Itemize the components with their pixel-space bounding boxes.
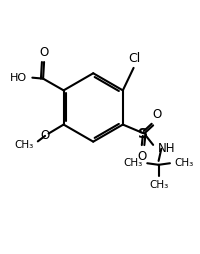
Text: O: O [39,46,49,59]
Text: CH₃: CH₃ [149,180,168,190]
Text: HO: HO [10,73,27,83]
Text: O: O [137,150,146,163]
Text: S: S [138,127,148,141]
Text: O: O [152,108,161,121]
Text: CH₃: CH₃ [123,158,142,168]
Text: Cl: Cl [128,52,141,65]
Text: O: O [40,129,50,142]
Text: CH₃: CH₃ [175,158,194,168]
Text: NH: NH [158,142,176,155]
Text: CH₃: CH₃ [14,140,33,150]
